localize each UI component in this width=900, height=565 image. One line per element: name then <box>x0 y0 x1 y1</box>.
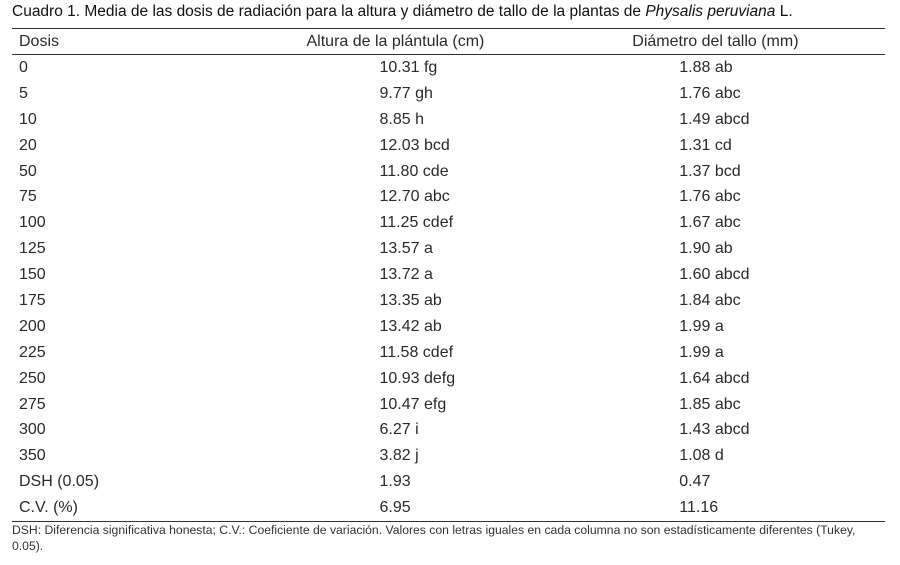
cell-altura: 6.27 i <box>379 421 419 439</box>
cell-altura: 10.93 defg <box>379 369 456 387</box>
table-row: 5 9.77 gh 1.76 abc <box>12 81 885 107</box>
cell-dosis: 175 <box>19 291 46 309</box>
cell-diametro: 1.67 abc <box>679 214 741 232</box>
cell-diametro: 1.99 a <box>679 343 724 361</box>
cell-dosis: 350 <box>19 447 46 465</box>
cell-diametro: 0.47 <box>679 473 711 491</box>
table-row: 75 12.70 abc 1.76 abc <box>12 184 885 210</box>
table-footnote: DSH: Diferencia significativa honesta; C… <box>12 523 856 553</box>
cell-diametro: 1.37 bcd <box>679 162 741 180</box>
cell-diametro: 1.43 abcd <box>679 421 750 439</box>
cell-dosis: 150 <box>19 266 46 284</box>
cell-altura: 9.77 gh <box>379 84 433 102</box>
cell-dosis: 20 <box>19 136 37 154</box>
cell-diametro: 11.16 <box>622 495 885 523</box>
table-row: 150 13.72 a 1.60 abcd <box>12 262 885 288</box>
caption-suffix: L. <box>775 3 793 20</box>
table-row: 250 10.93 defg 1.64 abcd <box>12 366 885 392</box>
cell-altura: 12.03 bcd <box>379 136 450 154</box>
cell-diametro: 1.76 abc <box>679 84 741 102</box>
header-altura: Altura de la plántula (cm) <box>289 28 623 55</box>
cell-altura: 12.70 abc <box>379 188 450 206</box>
cell-altura: 1.93 <box>379 473 411 491</box>
header-row: Dosis Altura de la plántula (cm) Diámetr… <box>12 28 885 55</box>
table-row: 125 13.57 a 1.90 ab <box>12 236 885 262</box>
header-diametro: Diámetro del tallo (mm) <box>622 28 885 55</box>
data-table: Dosis Altura de la plántula (cm) Diámetr… <box>12 28 885 523</box>
table-row: DSH (0.05) 1.93 0.47 <box>12 469 885 495</box>
cell-altura: 6.95 <box>289 495 623 523</box>
table-row: 350 3.82 j 1.08 d <box>12 443 885 469</box>
cell-dosis: 250 <box>19 369 46 387</box>
cell-dosis: 275 <box>19 395 46 413</box>
table-row: 175 13.35 ab 1.84 abc <box>12 288 885 314</box>
caption-species: Physalis peruviana <box>645 3 776 20</box>
cell-altura: 3.82 j <box>379 447 419 465</box>
table-caption: Cuadro 1. Media de las dosis de radiació… <box>12 3 793 21</box>
cell-diametro: 1.60 abcd <box>679 266 750 284</box>
table-row: 200 13.42 ab 1.99 a <box>12 314 885 340</box>
cell-altura: 11.80 cde <box>379 162 449 180</box>
cell-altura: 11.58 cdef <box>379 343 454 361</box>
cell-altura: 13.57 a <box>379 240 433 258</box>
table-row: 300 6.27 i 1.43 abcd <box>12 417 885 443</box>
cell-dosis: 10 <box>19 110 37 128</box>
cell-altura: 11.25 cdef <box>379 214 454 232</box>
cell-dosis: C.V. (%) <box>12 495 290 523</box>
table-row: 10 8.85 h 1.49 abcd <box>12 107 885 133</box>
header-dosis: Dosis <box>12 28 290 55</box>
table-row: 225 11.58 cdef 1.99 a <box>12 340 885 366</box>
cell-altura: 8.85 h <box>379 110 424 128</box>
table-row: 50 11.80 cde 1.37 bcd <box>12 159 885 185</box>
cell-diametro: 1.90 ab <box>679 240 733 258</box>
table-body: 0 10.31 fg 1.88 ab 5 9.77 gh 1.76 abc 10 8.85 h… <box>12 55 885 523</box>
cell-diametro: 1.85 abc <box>679 395 741 413</box>
cell-diametro: 1.99 a <box>679 317 724 335</box>
cell-dosis: 0 <box>19 58 28 76</box>
cell-dosis: 100 <box>19 214 46 232</box>
table-row: 0 10.31 fg 1.88 ab <box>12 55 885 81</box>
cell-dosis: DSH (0.05) <box>19 473 100 491</box>
cell-diametro: 1.88 ab <box>679 58 733 76</box>
cell-altura: 10.31 fg <box>379 58 438 76</box>
cell-dosis: 75 <box>19 188 37 206</box>
table-row: 20 12.03 bcd 1.31 cd <box>12 133 885 159</box>
caption-prefix: Cuadro 1. Media de las dosis de radiació… <box>12 3 646 20</box>
cell-diametro: 1.64 abcd <box>679 369 750 387</box>
cell-diametro: 1.08 d <box>679 447 724 465</box>
cell-dosis: 225 <box>19 343 46 361</box>
cell-dosis: 200 <box>19 317 46 335</box>
table-row: C.V. (%) 6.95 11.16 <box>12 495 885 523</box>
cell-altura: 10.47 efg <box>379 395 447 413</box>
cell-altura: 13.35 ab <box>379 291 442 309</box>
cell-dosis: 5 <box>19 84 28 102</box>
cell-diametro: 1.84 abc <box>679 291 741 309</box>
cell-diametro: 1.49 abcd <box>679 110 750 128</box>
cell-dosis: 125 <box>19 240 46 258</box>
cell-altura: 13.42 ab <box>379 317 442 335</box>
cell-dosis: 300 <box>19 421 46 439</box>
table-row: 100 11.25 cdef 1.67 abc <box>12 210 885 236</box>
cell-dosis: 50 <box>19 162 37 180</box>
cell-diametro: 1.76 abc <box>679 188 741 206</box>
cell-altura: 13.72 a <box>379 266 433 284</box>
cell-diametro: 1.31 cd <box>679 136 732 154</box>
table-row: 275 10.47 efg 1.85 abc <box>12 392 885 418</box>
